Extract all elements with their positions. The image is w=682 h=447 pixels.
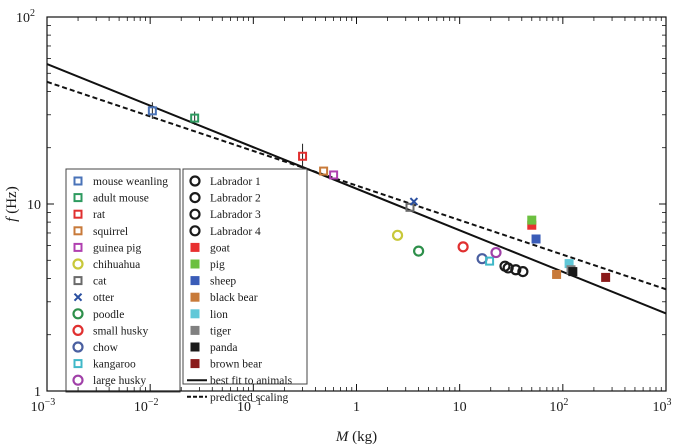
legend-chow-marker <box>72 341 84 353</box>
adult-mouse-point <box>190 113 200 123</box>
legend-label-mouse-weanling: mouse weanling <box>93 176 168 188</box>
black-bear-point <box>552 269 562 279</box>
legend-box-1 <box>65 168 181 393</box>
x-tick-label: 10−2 <box>134 397 159 415</box>
legend-kangaroo-marker <box>73 359 83 369</box>
legend-panda-marker <box>190 342 200 352</box>
small-husky-point <box>457 241 469 253</box>
legend-label-labrador-4: Labrador 4 <box>210 226 261 238</box>
large-husky-point <box>490 246 502 259</box>
legend-label-large-husky: large husky <box>93 375 146 387</box>
legend-label-chihuahua: chihuahua <box>93 259 140 271</box>
legend-label-predicted-scaling: predicted scaling <box>210 392 288 404</box>
x-tick-label: 1 <box>353 400 360 415</box>
legend-tiger-marker <box>190 325 200 335</box>
x-tick-label: 10−1 <box>237 397 262 415</box>
legend-label-labrador-3: Labrador 3 <box>210 209 261 221</box>
legend: mouse weanling adult mouse rat squirrel guin… <box>65 168 308 404</box>
legend-rat-marker <box>73 209 83 219</box>
legend-chihuahua-marker <box>72 258 84 270</box>
legend-label-otter: otter <box>93 292 114 304</box>
legend-label-brown-bear: brown bear <box>210 359 262 371</box>
legend-label-small-husky: small husky <box>93 325 149 337</box>
squirrel-point <box>319 166 329 176</box>
legend-label-pig: pig <box>210 259 225 271</box>
pig-point <box>527 215 537 225</box>
legend-label-kangaroo: kangaroo <box>93 359 136 371</box>
legend-label-adult-mouse: adult mouse <box>93 193 149 205</box>
goat-point <box>527 220 537 230</box>
legend-label-tiger: tiger <box>210 325 231 337</box>
guinea-pig-point <box>329 170 339 180</box>
rat-point <box>298 151 308 161</box>
legend-label-labrador-2: Labrador 2 <box>210 193 261 205</box>
x-tick-label: 102 <box>549 397 568 415</box>
legend-cat-marker <box>73 276 83 286</box>
axes: 10−3 10−2 10−1 1 10 102 103 1 10 102 M (kg) f (Hz) <box>4 8 672 445</box>
data-points <box>147 102 611 282</box>
legend-sheep-marker <box>190 276 200 286</box>
legend-label-best-fit-to-animals: best fit to animals <box>210 375 293 387</box>
legend-label-panda: panda <box>210 342 237 354</box>
legend-box-2 <box>182 168 308 385</box>
x-tick-label: 10−3 <box>31 397 56 415</box>
legend-otter-marker <box>73 292 83 302</box>
x-tick-label: 103 <box>653 397 672 415</box>
lion-point <box>564 259 574 269</box>
legend-label-squirrel: squirrel <box>93 226 128 238</box>
y-axis-title: f (Hz) <box>4 186 20 221</box>
predicted-scaling-line <box>47 80 666 291</box>
y-tick-label: 10 <box>27 198 41 213</box>
legend-label-rat: rat <box>93 209 106 221</box>
legend-lion-marker <box>190 309 200 319</box>
labrador-3-point <box>510 264 522 276</box>
legend-labrador-2-marker <box>189 192 201 204</box>
legend-label-sheep: sheep <box>210 276 236 288</box>
legend-labrador-4-marker <box>189 225 201 237</box>
brown-bear-point <box>601 272 611 282</box>
legend-label-chow: chow <box>93 342 119 354</box>
legend-guinea-pig-marker <box>73 242 83 252</box>
legend-mouse-weanling-marker <box>73 176 83 186</box>
chihuahua-point <box>391 229 404 241</box>
legend-label-poodle: poodle <box>93 309 124 321</box>
legend-label-goat: goat <box>210 242 231 254</box>
y-tick-label: 102 <box>16 8 35 26</box>
legend-pig-marker <box>190 259 200 269</box>
x-tick-label: 10 <box>453 400 467 415</box>
y-tick-label: 1 <box>34 385 41 400</box>
legend-poodle-marker <box>72 308 84 320</box>
legend-black-bear-marker <box>190 292 200 302</box>
legend-adult-mouse-marker <box>73 193 83 203</box>
legend-goat-marker <box>190 242 200 252</box>
legend-label-labrador-1: Labrador 1 <box>210 176 261 188</box>
legend-label-guinea-pig: guinea pig <box>93 242 141 254</box>
otter-point <box>409 197 419 206</box>
poodle-point <box>413 245 425 257</box>
legend-small-husky-marker <box>72 324 84 336</box>
x-axis-title: M (kg) <box>335 429 377 445</box>
legend-labrador-1-marker <box>189 175 201 187</box>
legend-label-black-bear: black bear <box>210 292 258 304</box>
labrador-4-point <box>517 266 529 278</box>
fit-lines <box>47 63 666 315</box>
mouse-weanling-point <box>147 106 157 116</box>
legend-squirrel-marker <box>73 226 83 236</box>
legend-label-cat: cat <box>93 276 107 288</box>
best-fit-to-animals-line <box>47 63 666 315</box>
cat-point <box>405 202 415 212</box>
sheep-point <box>531 234 541 244</box>
legend-label-lion: lion <box>210 309 228 321</box>
kangaroo-point <box>485 256 495 266</box>
legend-large-husky-marker <box>72 374 84 386</box>
legend-labrador-3-marker <box>189 208 201 220</box>
legend-brown-bear-marker <box>190 359 200 369</box>
panda-point <box>568 267 578 277</box>
